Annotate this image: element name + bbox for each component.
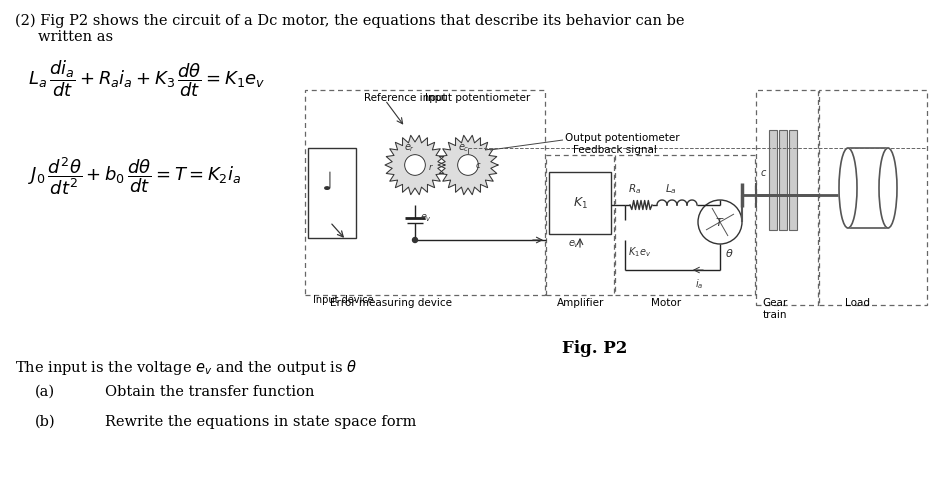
Circle shape [405, 155, 425, 175]
Text: $c$: $c$ [475, 161, 481, 169]
Bar [546, 155, 614, 295]
Text: $T$: $T$ [716, 216, 725, 228]
Polygon shape [438, 135, 498, 195]
Bar [789, 130, 797, 230]
Bar [769, 130, 777, 230]
Text: $c$: $c$ [760, 168, 767, 178]
Bar [549, 172, 611, 234]
Text: Input device: Input device [313, 295, 373, 305]
Text: (a): (a) [35, 385, 55, 399]
Text: $i_a$: $i_a$ [695, 277, 703, 291]
Text: $K_1 e_v$: $K_1 e_v$ [628, 245, 651, 259]
Text: (2) Fig P2 shows the circuit of a Dc motor, the equations that describe its beha: (2) Fig P2 shows the circuit of a Dc mot… [15, 14, 685, 28]
Text: $e_v$: $e_v$ [420, 212, 432, 224]
Text: Output potentiometer: Output potentiometer [565, 133, 679, 143]
Bar [848, 148, 888, 228]
Text: Error measuring device: Error measuring device [330, 298, 452, 308]
Circle shape [458, 155, 479, 175]
Text: Input potentiometer: Input potentiometer [425, 93, 530, 103]
Text: Feedback signal: Feedback signal [573, 145, 657, 155]
Ellipse shape [879, 148, 897, 228]
Bar [779, 130, 787, 230]
Text: Gear
train: Gear train [762, 298, 787, 320]
Text: Motor: Motor [651, 298, 681, 308]
Circle shape [412, 238, 417, 243]
Text: written as: written as [38, 30, 113, 44]
Text: $K_1$: $K_1$ [573, 195, 588, 211]
Text: $e_r$: $e_r$ [404, 142, 415, 154]
Text: $L_a\,\dfrac{di_a}{dt} + R_a i_a + K_3\,\dfrac{d\theta}{dt} = K_1 e_v$: $L_a\,\dfrac{di_a}{dt} + R_a i_a + K_3\,… [28, 58, 265, 98]
Text: $L_a$: $L_a$ [665, 182, 676, 196]
Bar [819, 90, 927, 305]
Text: $\theta$: $\theta$ [725, 247, 733, 259]
Text: Fig. P2: Fig. P2 [563, 340, 628, 357]
Text: $R_a$: $R_a$ [628, 182, 641, 196]
Polygon shape [385, 135, 445, 195]
Text: (b): (b) [35, 415, 56, 429]
Text: Reference input: Reference input [364, 93, 447, 103]
Bar [305, 90, 545, 295]
Text: $J_0\,\dfrac{d^2\theta}{dt^2} + b_0\,\dfrac{d\theta}{dt} = T = K_2 i_a$: $J_0\,\dfrac{d^2\theta}{dt^2} + b_0\,\df… [28, 155, 242, 197]
Text: Load: Load [845, 298, 870, 308]
Bar [308, 148, 356, 238]
Text: $r$: $r$ [428, 162, 434, 172]
Bar [615, 155, 755, 295]
Ellipse shape [839, 148, 857, 228]
Text: ♩: ♩ [322, 171, 334, 195]
Text: The input is the voltage $e_v$ and the output is $\theta$: The input is the voltage $e_v$ and the o… [15, 358, 357, 377]
Text: Rewrite the equations in state space form: Rewrite the equations in state space for… [105, 415, 416, 429]
Text: $e_v$: $e_v$ [568, 238, 580, 250]
Bar [756, 90, 818, 305]
Text: Amplifier: Amplifier [557, 298, 605, 308]
Text: Obtain the transfer function: Obtain the transfer function [105, 385, 314, 399]
Text: $e_c$: $e_c$ [458, 142, 469, 154]
